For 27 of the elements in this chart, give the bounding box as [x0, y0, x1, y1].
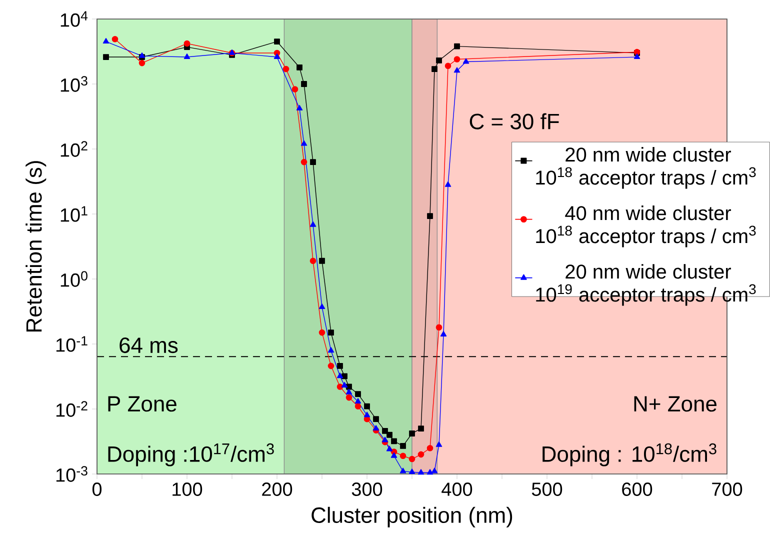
- legend-label: 20 nm wide cluster 10$^{19}$ acceptor traps / cm$^{3}$: [536, 264, 756, 306]
- annotation: N+ Zone: [634, 396, 717, 412]
- x-tick-label: 0: [92, 482, 102, 496]
- x-tick-label: 200: [262, 482, 292, 496]
- x-tick-label: 300: [352, 482, 382, 496]
- x-tick-label: 100: [172, 482, 202, 496]
- annotation: Doping : 10$^{18}$/cm$^{3}$: [542, 443, 716, 466]
- legend-label: 20 nm wide cluster 10$^{18}$ acceptor traps / cm$^{3}$: [536, 147, 756, 189]
- legend-label: 40 nm wide cluster 10$^{18}$ acceptor traps / cm$^{3}$: [536, 206, 756, 248]
- y-tick-label: 10$^{3}$: [60, 76, 88, 92]
- ref-line-label: 64 ms: [120, 337, 178, 354]
- x-tick-label: 600: [622, 482, 652, 496]
- y-tick-label: 10$^{-2}$: [56, 401, 88, 417]
- y-tick-label: 10$^{4}$: [60, 11, 88, 27]
- annotation: C = 30 fF: [470, 113, 559, 130]
- y-tick-label: 10$^{-3}$: [56, 466, 88, 482]
- x-tick-label: 700: [712, 482, 742, 496]
- x-axis-title: Cluster position (nm): [312, 506, 512, 528]
- y-tick-label: 10$^{1}$: [60, 206, 88, 222]
- annotation: Doping :10$^{17}$/cm$^{3}$: [108, 443, 274, 466]
- y-tick-label: 10$^{0}$: [60, 271, 88, 287]
- x-tick-label: 400: [442, 482, 472, 496]
- y-axis-title: Retention time (s): [26, 161, 46, 332]
- y-tick-label: 10$^{2}$: [60, 141, 88, 157]
- annotation: P Zone: [108, 396, 176, 412]
- y-tick-label: 10$^{-1}$: [56, 336, 88, 352]
- x-tick-label: 500: [532, 482, 562, 496]
